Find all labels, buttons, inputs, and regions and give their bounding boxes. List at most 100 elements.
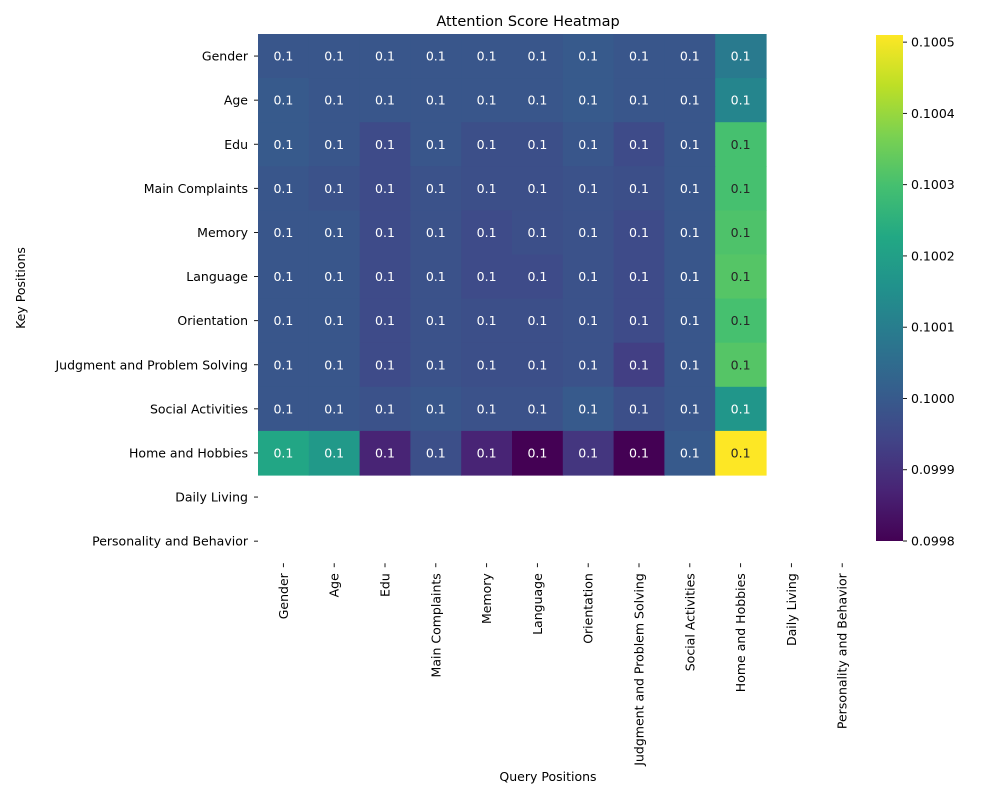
cell-value-label: 0.1 <box>629 445 649 460</box>
heatmap-cell <box>562 430 615 476</box>
heatmap-cell <box>613 386 665 432</box>
heatmap-cell <box>512 122 564 167</box>
x-axis-label: Query Positions <box>499 769 596 784</box>
y-axis-label: Key Positions <box>13 247 28 329</box>
y-tick-label: Personality and Behavior <box>92 534 249 549</box>
heatmap-cell <box>461 78 513 123</box>
heatmap-cell <box>461 342 513 388</box>
heatmap-cell <box>562 34 615 79</box>
heatmap-cell <box>715 122 767 167</box>
cell-value-label: 0.1 <box>324 313 344 328</box>
heatmap-cell <box>308 430 361 476</box>
heatmap-cell <box>258 166 310 211</box>
y-tick-label: Social Activities <box>150 401 248 416</box>
cell-value-label: 0.1 <box>680 225 700 240</box>
heatmap-cell <box>562 122 615 167</box>
y-tick-label: Age <box>224 93 248 108</box>
heatmap-cell <box>715 78 767 123</box>
heatmap-cell <box>613 166 665 211</box>
heatmap-cell <box>613 298 665 344</box>
y-tick-label: Memory <box>197 225 248 240</box>
cell-value-label: 0.1 <box>324 225 344 240</box>
heatmap-cell <box>512 166 564 211</box>
cell-value-label: 0.1 <box>477 225 497 240</box>
heatmap-cell <box>359 166 411 211</box>
cell-value-label: 0.1 <box>324 93 344 108</box>
y-tick-label: Orientation <box>177 313 248 328</box>
heatmap-cell <box>562 254 615 300</box>
heatmap-cell <box>512 342 564 388</box>
heatmap-cell <box>410 122 462 167</box>
cell-value-label: 0.1 <box>426 401 446 416</box>
cell-value-label: 0.1 <box>629 401 649 416</box>
x-tick-label: Home and Hobbies <box>733 573 748 692</box>
heatmap-cell <box>461 122 513 167</box>
cell-value-label: 0.1 <box>680 93 700 108</box>
heatmap-cell <box>308 34 361 79</box>
cell-value-label: 0.1 <box>578 181 598 196</box>
cell-value-label: 0.1 <box>527 137 547 152</box>
cell-value-label: 0.1 <box>578 401 598 416</box>
heatmap-cell <box>359 298 411 344</box>
cell-value-label: 0.1 <box>273 49 293 64</box>
heatmap-cell <box>715 166 767 211</box>
cell-value-label: 0.1 <box>731 357 751 372</box>
heatmap-cell <box>359 430 411 476</box>
heatmap-cell <box>359 210 411 256</box>
x-tick-label: Judgment and Problem Solving <box>632 573 647 767</box>
heatmap-cell <box>562 342 615 388</box>
heatmap-cell <box>562 210 615 256</box>
heatmap-cell <box>258 122 310 167</box>
heatmap-cell <box>359 386 411 432</box>
colorbar-tick-label: 0.1002 <box>911 248 955 263</box>
cell-value-label: 0.1 <box>426 269 446 284</box>
cell-value-label: 0.1 <box>375 49 395 64</box>
colorbar-tick-label: 0.1001 <box>911 320 955 335</box>
heatmap-cell <box>308 210 361 256</box>
y-tick-label: Main Complaints <box>144 181 248 196</box>
heatmap-cell <box>258 34 310 79</box>
heatmap-cell <box>308 298 361 344</box>
x-tick-label: Personality and Behavior <box>835 572 850 729</box>
cell-value-label: 0.1 <box>273 313 293 328</box>
heatmap-cell <box>410 254 462 300</box>
heatmap-cell <box>258 78 310 123</box>
cell-value-label: 0.1 <box>680 137 700 152</box>
colorbar-tick-label: 0.1004 <box>911 106 955 121</box>
heatmap-cell <box>512 430 564 476</box>
heatmap-cell <box>258 254 310 300</box>
heatmap-cell <box>664 78 716 123</box>
cell-value-label: 0.1 <box>426 313 446 328</box>
chart-title: Attention Score Heatmap <box>436 14 619 30</box>
cell-value-label: 0.1 <box>477 401 497 416</box>
x-tick-label: Edu <box>378 573 393 597</box>
heatmap-cell <box>359 342 411 388</box>
heatmap-cell <box>562 166 615 211</box>
cell-value-label: 0.1 <box>273 93 293 108</box>
cell-value-label: 0.1 <box>426 49 446 64</box>
colorbar-tick-label: 0.1003 <box>911 177 955 192</box>
heatmap-cell <box>258 386 310 432</box>
heatmap-cell <box>664 342 716 388</box>
heatmap-cell <box>258 210 310 256</box>
x-tick-label: Orientation <box>581 573 596 644</box>
cell-value-label: 0.1 <box>629 313 649 328</box>
cell-value-label: 0.1 <box>426 357 446 372</box>
x-tick-label: Daily Living <box>784 573 799 646</box>
cell-value-label: 0.1 <box>375 225 395 240</box>
heatmap-cell <box>613 122 665 167</box>
cell-value-label: 0.1 <box>477 49 497 64</box>
heatmap-cell <box>308 166 361 211</box>
colorbar-tick-label: 0.1000 <box>911 391 955 406</box>
cell-value-label: 0.1 <box>731 225 751 240</box>
heatmap-cell <box>613 34 665 79</box>
heatmap-cell <box>613 342 665 388</box>
heatmap-cell <box>308 78 361 123</box>
cell-value-label: 0.1 <box>324 357 344 372</box>
cell-value-label: 0.1 <box>375 313 395 328</box>
cell-value-label: 0.1 <box>527 93 547 108</box>
cell-value-label: 0.1 <box>324 445 344 460</box>
x-tick-label: Gender <box>276 572 291 619</box>
heatmap-cell <box>512 386 564 432</box>
